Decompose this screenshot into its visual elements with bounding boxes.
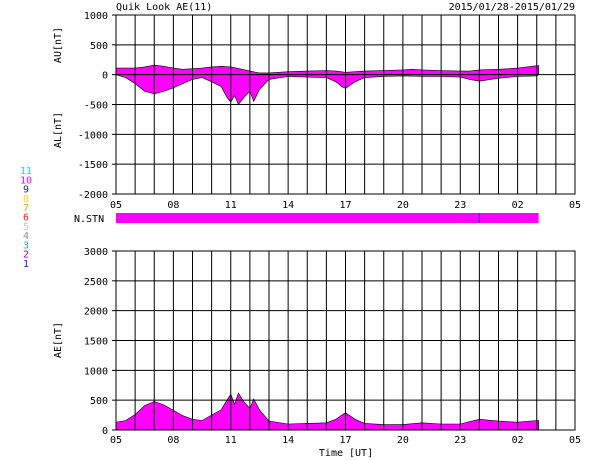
y-tick-label: -1500 <box>78 160 108 171</box>
y-tick-label: 2500 <box>84 277 108 288</box>
x-tick-label: 20 <box>397 200 409 211</box>
au-al-axis: -2000 -1500 -1000 -500 0 500 1000 05 08 11 14 17 20 2… <box>78 11 581 211</box>
au-axis-label: AU[nT] <box>53 27 64 63</box>
station-count-label: N.STN <box>74 214 104 225</box>
x-tick-label: 14 <box>282 200 294 211</box>
y-tick-label: 0 <box>102 426 108 437</box>
y-tick-label: 1000 <box>84 366 108 377</box>
station-count-panel <box>116 213 539 223</box>
station-legend-number: 4 <box>23 231 29 242</box>
y-tick-label: 500 <box>90 396 108 407</box>
station-legend-number: 7 <box>23 203 29 214</box>
al-series-area <box>115 74 540 106</box>
y-tick-label: 500 <box>90 41 108 52</box>
y-tick-label: 2000 <box>84 307 108 318</box>
x-tick-label: 02 <box>512 435 524 446</box>
station-legend-number: 1 <box>23 259 29 270</box>
x-tick-label: 17 <box>339 435 351 446</box>
x-tick-label: 08 <box>167 435 179 446</box>
x-tick-label: 20 <box>397 435 409 446</box>
station-legend-number: 5 <box>23 222 29 233</box>
y-tick-label: 1500 <box>84 337 108 348</box>
station-count-segment <box>479 213 539 223</box>
y-tick-label: -1000 <box>78 130 108 141</box>
date-range: 2015/01/28-2015/01/29 <box>449 2 575 13</box>
al-axis-label: AL[nT] <box>53 112 64 148</box>
ae-series-area <box>115 392 539 431</box>
x-tick-label: 02 <box>512 200 524 211</box>
ae-area <box>115 392 539 431</box>
station-legend-number: 2 <box>23 250 29 261</box>
y-tick-label: 0 <box>102 71 108 82</box>
x-tick-label: 17 <box>339 200 351 211</box>
x-tick-label: 11 <box>225 200 237 211</box>
y-tick-label: -2000 <box>78 190 108 201</box>
x-tick-label: 05 <box>110 200 122 211</box>
au-series-area <box>115 64 539 75</box>
y-tick-label: 3000 <box>84 247 108 258</box>
ae-axis: 0 500 1000 1500 2000 2500 3000 05 08 11 14 17 20 23 02… <box>84 247 581 446</box>
ae-axis-label: AE[nT] <box>53 322 64 358</box>
y-tick-label: -500 <box>84 101 108 112</box>
x-tick-label: 05 <box>110 435 122 446</box>
au-al-grid <box>115 14 576 195</box>
x-tick-label: 05 <box>569 200 581 211</box>
ae-grid <box>115 250 576 431</box>
station-legend-number: 6 <box>23 213 29 224</box>
x-tick-label: 14 <box>282 435 294 446</box>
station-legend-number: 8 <box>23 194 29 205</box>
station-legend-number: 11 <box>20 166 32 177</box>
au-al-area <box>115 64 540 106</box>
y-tick-label: 1000 <box>84 11 108 22</box>
station-legend-number: 9 <box>23 185 29 196</box>
station-legend-number: 10 <box>20 175 32 186</box>
x-tick-label: 11 <box>225 435 237 446</box>
x-tick-label: 23 <box>454 435 466 446</box>
x-tick-label: 23 <box>454 200 466 211</box>
station-count-segment <box>116 213 480 223</box>
x-tick-label: 05 <box>569 435 581 446</box>
station-legend-number: 3 <box>23 240 29 251</box>
chart-title: Quik Look AE(11) <box>116 2 212 13</box>
x-axis-label: Time [UT] <box>319 448 373 459</box>
x-tick-label: 08 <box>167 200 179 211</box>
